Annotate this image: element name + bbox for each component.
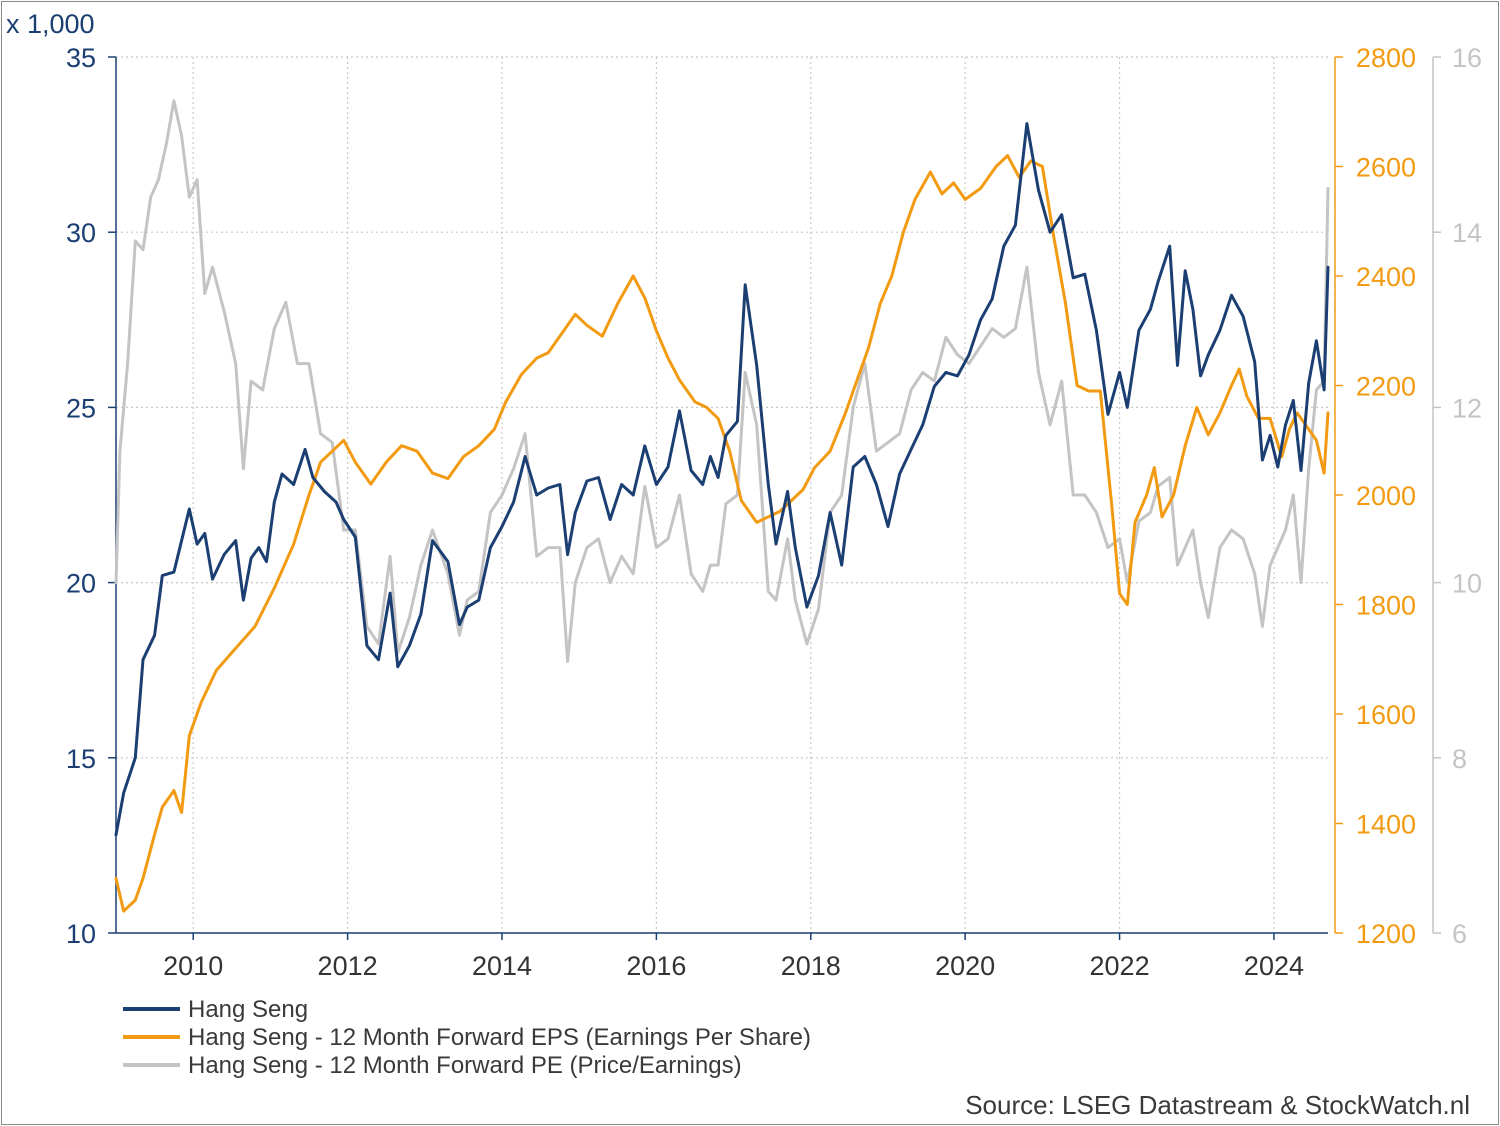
x-tick-label-1: 2012 — [318, 951, 378, 981]
eps-tick-label-1: 1400 — [1356, 810, 1416, 840]
left-tick-label-0: 10 — [66, 919, 96, 949]
x-tick-label-0: 2010 — [163, 951, 223, 981]
x-tick-label-2: 2014 — [472, 951, 532, 981]
x-tick-label-7: 2024 — [1244, 951, 1304, 981]
eps-tick-label-6: 2400 — [1356, 262, 1416, 292]
legend-label-0: Hang Seng — [188, 996, 308, 1023]
series-line-2 — [114, 99, 1330, 663]
left-tick-label-4: 30 — [66, 218, 96, 248]
pe-tick-label-2: 10 — [1452, 569, 1482, 599]
legend-label-1: Hang Seng - 12 Month Forward EPS (Earnin… — [188, 1024, 811, 1051]
eps-tick-label-2: 1600 — [1356, 700, 1416, 730]
pe-tick-label-3: 12 — [1452, 393, 1482, 423]
axes: 10 15 20 25 30 35 1200 1400 1600 1800 2000 2200 2400… — [66, 43, 1482, 981]
source-note: Source: LSEG Datastream & StockWatch.nl — [965, 1090, 1470, 1120]
eps-tick-label-4: 2000 — [1356, 481, 1416, 511]
x-tick-label-6: 2022 — [1090, 951, 1150, 981]
left-tick-label-3: 25 — [66, 393, 96, 423]
eps-tick-label-7: 2600 — [1356, 153, 1416, 183]
pe-tick-label-5: 16 — [1452, 43, 1482, 73]
eps-tick-label-8: 2800 — [1356, 43, 1416, 73]
x-tick-label-5: 2020 — [935, 951, 995, 981]
eps-tick-label-3: 1800 — [1356, 591, 1416, 621]
left-tick-label-2: 20 — [66, 569, 96, 599]
eps-tick-label-0: 1200 — [1356, 919, 1416, 949]
left-tick-label-1: 15 — [66, 744, 96, 774]
pe-tick-label-4: 14 — [1452, 218, 1482, 248]
legend-label-2: Hang Seng - 12 Month Forward PE (Price/E… — [188, 1052, 742, 1079]
pe-tick-label-1: 8 — [1452, 744, 1467, 774]
x-tick-label-4: 2018 — [781, 951, 841, 981]
x-tick-label-3: 2016 — [626, 951, 686, 981]
unit-label: x 1,000 — [6, 9, 95, 39]
series-line-1 — [114, 154, 1330, 913]
pe-tick-label-0: 6 — [1452, 919, 1467, 949]
series-lines — [114, 99, 1330, 913]
eps-tick-label-5: 2200 — [1356, 372, 1416, 402]
left-tick-label-5: 35 — [66, 43, 96, 73]
series-line-0 — [114, 122, 1330, 837]
